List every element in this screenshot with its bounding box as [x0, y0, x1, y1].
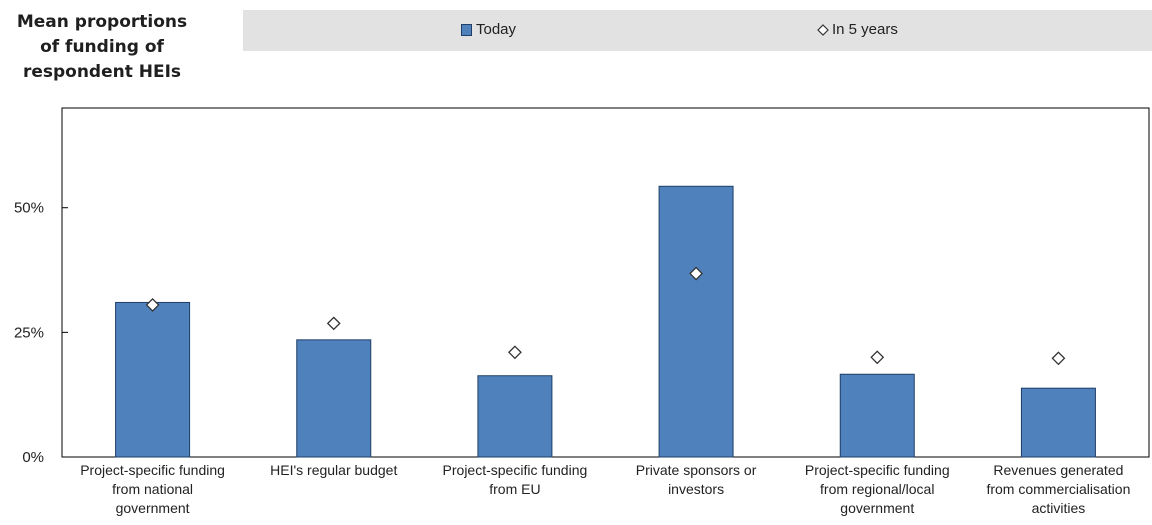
- chart-legend: Today In 5 years: [243, 10, 1152, 51]
- x-axis-labels: Project-specific funding from national gov…: [80, 462, 1130, 516]
- x-category-label-line: from EU: [489, 481, 540, 497]
- chart-title: Mean proportions of funding of responden…: [4, 10, 200, 85]
- chart-title-line: Mean proportions: [16, 12, 188, 32]
- marker-in-5-years: [870, 350, 885, 365]
- x-category-label: Project-specific funding from EU: [443, 462, 588, 497]
- chart-title-line: respondent HEIs: [22, 62, 182, 82]
- plot-area: [61, 107, 1150, 458]
- x-category-label: Revenues generated from commercialisation…: [986, 462, 1130, 516]
- x-category-label: Project-specific funding from regional/lo…: [805, 462, 950, 516]
- x-category-label-line: government: [116, 500, 190, 516]
- legend-diamond-swatch: [817, 23, 829, 36]
- marker-in-5-years: [1051, 351, 1066, 366]
- x-category-label: Private sponsors or investors: [636, 462, 757, 497]
- bar-today: [658, 185, 734, 458]
- x-category-label: Project-specific funding from national gov…: [80, 462, 225, 516]
- y-tick-label: 50%: [14, 200, 44, 217]
- x-category-label-line: activities: [1032, 500, 1086, 516]
- bar-today: [296, 339, 372, 458]
- legend-item-in-5-years: In 5 years: [817, 21, 898, 38]
- x-category-label-line: Project-specific funding: [80, 462, 225, 478]
- legend-label-today: Today: [476, 21, 517, 38]
- y-tick-label: 0%: [22, 449, 44, 466]
- x-category-label-line: investors: [668, 481, 724, 497]
- x-category-label-line: Project-specific funding: [443, 462, 588, 478]
- marker-in-5-years: [507, 345, 522, 360]
- bar-today: [115, 301, 191, 458]
- bar-today: [1020, 387, 1096, 458]
- x-category-label-line: from commercialisation: [986, 481, 1130, 497]
- x-category-label-line: Private sponsors or: [636, 462, 757, 478]
- x-category-label-line: from national: [112, 481, 193, 497]
- bar-today: [839, 373, 915, 458]
- marker-in-5-years: [145, 298, 160, 312]
- x-category-label-line: Revenues generated: [993, 462, 1123, 478]
- legend-item-today: Today: [461, 21, 516, 38]
- legend-bar-swatch: [461, 23, 472, 36]
- markers-in-5-years: [145, 266, 1066, 366]
- x-category-label-line: government: [840, 500, 914, 516]
- x-category-label: HEI's regular budget: [270, 462, 397, 478]
- y-axis: 0% 25% 50%: [14, 200, 68, 466]
- marker-in-5-years: [326, 316, 341, 331]
- legend-label-in-5-years: In 5 years: [832, 21, 898, 38]
- x-category-label-line: from regional/local: [820, 481, 934, 497]
- chart-title-line: of funding of: [40, 37, 164, 57]
- marker-in-5-years: [689, 266, 704, 281]
- x-category-label-line: Project-specific funding: [805, 462, 950, 478]
- bars-today: [115, 185, 1096, 458]
- y-tick-label: 25%: [14, 324, 44, 341]
- x-category-label-line: HEI's regular budget: [270, 462, 397, 478]
- bar-today: [477, 375, 553, 458]
